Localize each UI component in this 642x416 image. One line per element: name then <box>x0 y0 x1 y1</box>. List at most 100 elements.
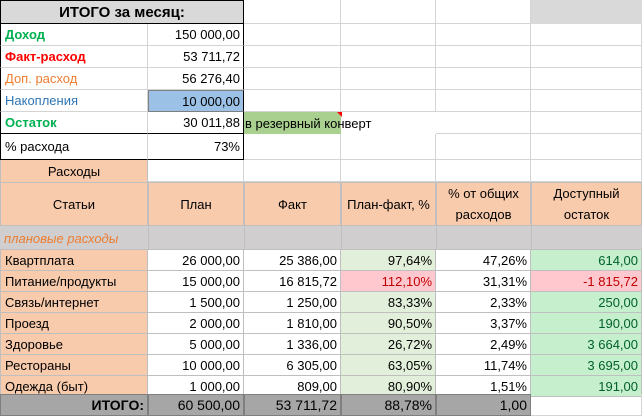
grid-cell[interactable] <box>436 134 531 160</box>
row-item[interactable]: Квартплата <box>0 250 148 271</box>
divider <box>244 226 245 250</box>
divider <box>341 226 342 250</box>
total-share[interactable]: 1,00 <box>436 394 531 416</box>
divider <box>531 226 532 250</box>
grid-cell[interactable] <box>531 24 642 46</box>
total-label[interactable]: ИТОГО: <box>0 394 148 416</box>
grid-cell[interactable] <box>436 24 531 46</box>
row-share[interactable]: 31,31% <box>436 271 531 292</box>
header-share-of-total[interactable]: % от общих расходов <box>436 182 531 226</box>
row-available[interactable]: 250,00 <box>531 292 642 313</box>
grid-cell[interactable] <box>341 90 436 112</box>
header-plan[interactable]: План <box>148 182 244 226</box>
total-plan-actual-percent[interactable]: 88,78% <box>341 394 436 416</box>
row-plan-actual-percent[interactable]: 97,64% <box>341 250 436 271</box>
row-available[interactable]: 3 695,00 <box>531 355 642 376</box>
summary-title[interactable]: ИТОГО за месяц: <box>0 0 244 24</box>
summary-label-extra-expense[interactable]: Доп. расход <box>0 68 148 90</box>
row-item[interactable]: Рестораны <box>0 355 148 376</box>
row-plan-actual-percent[interactable]: 26,72% <box>341 334 436 355</box>
row-share[interactable]: 2,33% <box>436 292 531 313</box>
row-item[interactable]: Проезд <box>0 313 148 334</box>
grid-cell[interactable] <box>244 68 341 90</box>
grid-cell[interactable] <box>244 24 341 46</box>
row-plan-actual-percent[interactable]: 90,50% <box>341 313 436 334</box>
grid-cell[interactable] <box>436 90 531 112</box>
row-plan[interactable]: 15 000,00 <box>148 271 244 292</box>
summary-label-savings[interactable]: Накопления <box>0 90 148 112</box>
grid-cell[interactable] <box>436 46 531 68</box>
row-plan-actual-percent[interactable]: 112,10% <box>341 271 436 292</box>
grid-cell[interactable] <box>531 46 642 68</box>
row-actual[interactable]: 6 305,00 <box>244 355 341 376</box>
comment-indicator-icon <box>337 112 342 117</box>
summary-value-actual-expense[interactable]: 53 711,72 <box>148 46 244 68</box>
summary-label-expense-percent[interactable]: % расхода <box>0 134 148 160</box>
row-plan[interactable]: 26 000,00 <box>148 250 244 271</box>
row-share[interactable]: 11,74% <box>436 355 531 376</box>
row-share[interactable]: 47,26% <box>436 250 531 271</box>
row-item[interactable]: Связь/интернет <box>0 292 148 313</box>
grid-cell[interactable] <box>341 0 436 24</box>
total-plan[interactable]: 60 500,00 <box>148 394 244 416</box>
summary-value-income[interactable]: 150 000,00 <box>148 24 244 46</box>
grid-cell[interactable] <box>531 90 642 112</box>
header-plan-actual-percent[interactable]: План-факт, % <box>341 182 436 226</box>
grid-cell[interactable] <box>244 46 341 68</box>
row-actual[interactable]: 1 336,00 <box>244 334 341 355</box>
row-actual[interactable]: 1 250,00 <box>244 292 341 313</box>
grid-cell[interactable] <box>436 112 531 134</box>
row-available[interactable]: 190,00 <box>531 313 642 334</box>
row-actual[interactable]: 25 386,00 <box>244 250 341 271</box>
row-plan[interactable]: 2 000,00 <box>148 313 244 334</box>
row-actual[interactable]: 16 815,72 <box>244 271 341 292</box>
row-available[interactable]: 3 664,00 <box>531 334 642 355</box>
grid-cell[interactable] <box>341 134 436 160</box>
grid-cell[interactable] <box>244 134 341 160</box>
grid-cell[interactable] <box>531 68 642 90</box>
row-plan[interactable]: 10 000,00 <box>148 355 244 376</box>
expenses-section-title[interactable]: Расходы <box>0 160 148 182</box>
selected-column-header-cell[interactable] <box>531 0 642 24</box>
row-actual[interactable]: 1 810,00 <box>244 313 341 334</box>
row-plan-actual-percent[interactable]: 83,33% <box>341 292 436 313</box>
grid-cell[interactable] <box>244 160 341 182</box>
summary-value-extra-expense[interactable]: 56 276,40 <box>148 68 244 90</box>
summary-label-remainder[interactable]: Остаток <box>0 112 148 134</box>
grid-cell[interactable] <box>436 68 531 90</box>
grid-cell[interactable] <box>341 160 436 182</box>
summary-value-remainder[interactable]: 30 011,88 <box>148 112 244 134</box>
header-available-remainder[interactable]: Доступный остаток <box>531 182 642 226</box>
grid-cell[interactable] <box>531 134 642 160</box>
reserve-note-cell[interactable] <box>244 112 341 134</box>
row-share[interactable]: 3,37% <box>436 313 531 334</box>
row-available[interactable]: 614,00 <box>531 250 642 271</box>
grid-cell[interactable] <box>341 46 436 68</box>
header-actual[interactable]: Факт <box>244 182 341 226</box>
row-item[interactable]: Здоровье <box>0 334 148 355</box>
group-row[interactable] <box>0 226 642 250</box>
summary-label-income[interactable]: Доход <box>0 24 148 46</box>
grid-cell[interactable] <box>531 112 642 134</box>
total-available[interactable] <box>531 394 642 416</box>
grid-cell[interactable] <box>148 160 244 182</box>
grid-cell[interactable] <box>341 68 436 90</box>
summary-value-expense-percent[interactable]: 73% <box>148 134 244 160</box>
row-share[interactable]: 2,49% <box>436 334 531 355</box>
header-item[interactable]: Статьи <box>0 182 148 226</box>
grid-cell[interactable] <box>531 160 642 182</box>
row-available[interactable]: -1 815,72 <box>531 271 642 292</box>
summary-value-savings[interactable]: 10 000,00 <box>148 90 244 112</box>
row-plan[interactable]: 5 000,00 <box>148 334 244 355</box>
total-actual[interactable]: 53 711,72 <box>244 394 341 416</box>
grid-cell[interactable] <box>244 0 341 24</box>
grid-cell[interactable] <box>244 90 341 112</box>
summary-label-actual-expense[interactable]: Факт-расход <box>0 46 148 68</box>
row-plan-actual-percent[interactable]: 63,05% <box>341 355 436 376</box>
grid-cell[interactable] <box>341 24 436 46</box>
row-item[interactable]: Питание/продукты <box>0 271 148 292</box>
reserve-note: в резервный конверт <box>245 115 372 131</box>
grid-cell[interactable] <box>436 0 531 24</box>
grid-cell[interactable] <box>436 160 531 182</box>
row-plan[interactable]: 1 500,00 <box>148 292 244 313</box>
